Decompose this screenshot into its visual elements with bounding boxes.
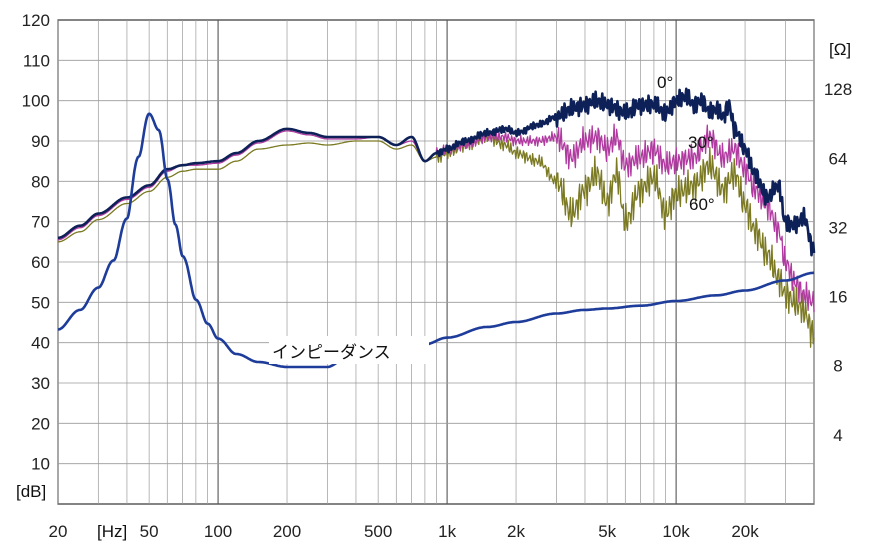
left-axis-ticks: 10 20 30 40 50 60 70 80 90 100 110 120 xyxy=(22,11,50,474)
label-0deg: 0° xyxy=(657,73,673,92)
x-axis-unit: [Hz] xyxy=(97,522,127,541)
y-tick-label: 80 xyxy=(31,172,50,191)
series-lines xyxy=(57,87,816,369)
x-tick-label: 10k xyxy=(662,522,690,541)
x-tick-label: 1k xyxy=(438,522,456,541)
y-tick-label: 10 xyxy=(31,455,50,474)
x-tick-label: 20 xyxy=(49,522,68,541)
label-60deg: 60° xyxy=(689,195,715,214)
y2-tick-label: 16 xyxy=(829,288,848,307)
label-30deg: 30° xyxy=(688,133,714,152)
impedance-label: インピーダンス xyxy=(272,343,391,362)
impedance-label-bg xyxy=(269,336,429,364)
y2-tick-label: 32 xyxy=(829,218,848,237)
right-axis-ticks: 4 8 16 32 64 128 xyxy=(824,80,852,445)
y-axis-unit: [dB] xyxy=(16,482,46,501)
x-tick-label: 5k xyxy=(598,522,616,541)
y-tick-label: 50 xyxy=(31,293,50,312)
y-tick-label: 120 xyxy=(22,11,50,30)
y2-tick-label: 128 xyxy=(824,80,852,99)
y-tick-label: 30 xyxy=(31,374,50,393)
x-tick-label: 500 xyxy=(364,522,392,541)
y-tick-label: 70 xyxy=(31,213,50,232)
y2-tick-label: 8 xyxy=(833,357,842,376)
y-tick-label: 90 xyxy=(31,132,50,151)
y-tick-label: 100 xyxy=(22,92,50,111)
series-line xyxy=(57,87,816,257)
x-tick-label: 100 xyxy=(204,522,232,541)
x-axis-ticks: 20 50 100 200 500 1k 2k 5k 10k 20k xyxy=(49,522,760,541)
y-tick-label: 40 xyxy=(31,334,50,353)
x-tick-label: 50 xyxy=(140,522,159,541)
y-tick-label: 110 xyxy=(23,51,50,70)
series-line xyxy=(58,129,815,348)
x-tick-label: 2k xyxy=(507,522,525,541)
x-tick-label: 20k xyxy=(731,522,759,541)
y2-axis-unit: [Ω] xyxy=(829,40,851,59)
x-tick-label: 200 xyxy=(273,522,301,541)
series-line xyxy=(57,112,815,369)
y2-tick-label: 64 xyxy=(829,149,848,168)
grid xyxy=(57,20,815,504)
y2-tick-label: 4 xyxy=(833,426,842,445)
y-tick-label: 60 xyxy=(31,253,50,272)
y-tick-label: 20 xyxy=(31,414,50,433)
